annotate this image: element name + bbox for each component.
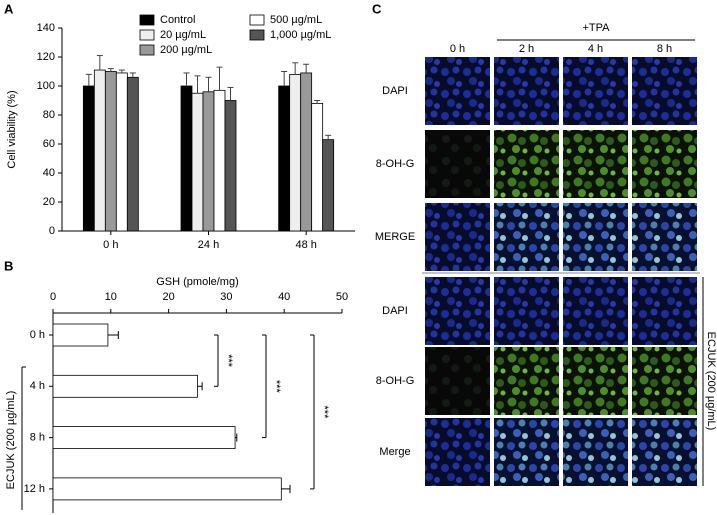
y-tick-label: 20 xyxy=(43,196,55,208)
row-label: DAPI xyxy=(382,85,408,97)
legend-swatch xyxy=(139,14,155,26)
micrograph xyxy=(563,418,628,486)
y-tick-label: 8 h xyxy=(30,432,45,444)
micrograph xyxy=(563,203,628,271)
group-label: ECJUK (200 µg/mL) xyxy=(705,332,717,431)
bar xyxy=(300,72,313,232)
micrograph xyxy=(632,277,697,345)
y-axis-label: Cell viability (%) xyxy=(6,90,18,168)
micrograph xyxy=(632,203,697,271)
y-tick-label: 12 h xyxy=(24,483,45,495)
bar xyxy=(191,92,204,232)
x-tick-label: 10 xyxy=(105,291,117,303)
micrograph xyxy=(494,347,559,415)
row-label: Merge xyxy=(379,446,410,458)
micrograph xyxy=(563,57,628,125)
treatment-label: +TPA xyxy=(582,22,610,34)
panel-label: A xyxy=(4,1,14,16)
micrograph xyxy=(632,130,697,198)
micrograph xyxy=(563,347,628,415)
row-label: 8-OH-G xyxy=(376,158,415,170)
bar xyxy=(115,72,128,232)
x-tick-label: 48 h xyxy=(295,239,316,251)
y-tick-label: 80 xyxy=(43,109,55,121)
bar xyxy=(52,323,109,347)
legend-label: 200 µg/mL xyxy=(160,44,212,56)
legend-label: 500 µg/mL xyxy=(270,14,322,26)
micrograph xyxy=(494,418,559,486)
legend-label: 20 µg/mL xyxy=(160,29,206,41)
panel-label: C xyxy=(372,1,382,16)
bar xyxy=(213,89,226,232)
row-label: 8-OH-G xyxy=(376,375,415,387)
micrograph xyxy=(425,347,490,415)
micrograph xyxy=(425,57,490,125)
micrograph xyxy=(494,57,559,125)
significance-label: *** xyxy=(270,380,282,394)
y-tick-label: 140 xyxy=(37,22,55,34)
group-label: ECJUK (200 µg/mL) xyxy=(5,391,17,490)
x-tick-label: 40 xyxy=(278,291,290,303)
y-tick-label: 100 xyxy=(37,80,55,92)
bar xyxy=(52,374,198,398)
bar xyxy=(126,76,139,232)
x-axis-label: GSH (pmole/mg) xyxy=(156,276,239,288)
column-label: 0 h xyxy=(450,43,465,55)
micrograph xyxy=(425,418,490,486)
x-tick-label: 20 xyxy=(162,291,174,303)
bar xyxy=(82,85,95,232)
bar xyxy=(104,71,117,232)
x-tick-label: 50 xyxy=(336,291,348,303)
micrograph xyxy=(563,277,628,345)
bar xyxy=(52,477,282,501)
legend-label: 1,000 µg/mL xyxy=(270,29,331,41)
bar xyxy=(180,85,193,232)
bar xyxy=(224,100,237,232)
bar xyxy=(311,103,324,232)
micrograph xyxy=(425,130,490,198)
y-tick-label: 40 xyxy=(43,167,55,179)
micrograph xyxy=(632,418,697,486)
bar xyxy=(52,426,236,450)
bar xyxy=(202,91,215,232)
legend-label: Control xyxy=(160,14,195,26)
column-label: 8 h xyxy=(657,43,672,55)
x-tick-label: 30 xyxy=(220,291,232,303)
micrograph xyxy=(632,57,697,125)
legend-swatch xyxy=(139,44,155,56)
micrograph xyxy=(494,277,559,345)
x-tick-label: 0 xyxy=(50,291,56,303)
x-tick-label: 0 h xyxy=(103,239,118,251)
y-tick-label: 0 h xyxy=(30,329,45,341)
micrograph xyxy=(632,347,697,415)
bar xyxy=(93,69,106,232)
legend-swatch xyxy=(139,29,155,41)
y-tick-label: 0 xyxy=(49,225,55,237)
y-tick-label: 4 h xyxy=(30,380,45,392)
legend-swatch xyxy=(249,29,265,41)
y-tick-label: 120 xyxy=(37,51,55,63)
row-label: MERGE xyxy=(375,231,415,243)
bar xyxy=(289,74,302,232)
micrograph xyxy=(494,130,559,198)
bar xyxy=(278,85,291,232)
panel-label: B xyxy=(4,258,13,273)
row-label: DAPI xyxy=(382,305,408,317)
significance-label: *** xyxy=(318,406,330,420)
significance-label: *** xyxy=(222,354,234,368)
column-label: 2 h xyxy=(519,43,534,55)
y-tick-label: 60 xyxy=(43,138,55,150)
x-tick-label: 24 h xyxy=(198,239,219,251)
micrograph xyxy=(563,130,628,198)
legend-swatch xyxy=(249,14,265,26)
micrograph xyxy=(494,203,559,271)
micrograph xyxy=(425,277,490,345)
column-label: 4 h xyxy=(588,43,603,55)
bar xyxy=(322,139,335,232)
micrograph xyxy=(425,203,490,271)
